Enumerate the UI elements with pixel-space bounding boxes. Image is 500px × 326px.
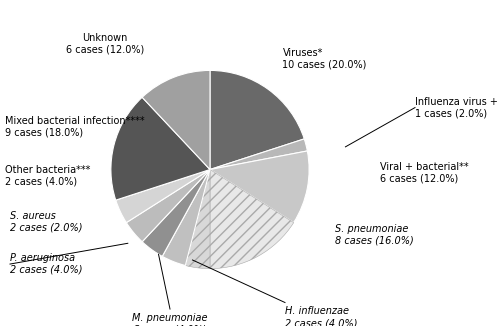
Wedge shape <box>126 170 210 242</box>
Text: Other bacteria***
2 cases (4.0%): Other bacteria*** 2 cases (4.0%) <box>5 165 90 187</box>
Text: S. pneumoniae
8 cases (16.0%): S. pneumoniae 8 cases (16.0%) <box>335 224 414 245</box>
Text: M. pneumoniae
2 cases (4.0%): M. pneumoniae 2 cases (4.0%) <box>132 313 208 326</box>
Wedge shape <box>142 170 210 256</box>
Text: H. influenzae
2 cases (4.0%): H. influenzae 2 cases (4.0%) <box>285 306 358 326</box>
Wedge shape <box>210 139 308 170</box>
Wedge shape <box>210 170 294 269</box>
Text: Unknown
6 cases (12.0%): Unknown 6 cases (12.0%) <box>66 33 144 54</box>
Wedge shape <box>111 97 210 200</box>
Text: Viruses*
10 cases (20.0%): Viruses* 10 cases (20.0%) <box>282 48 367 69</box>
Text: Viral + bacterial**
6 cases (12.0%): Viral + bacterial** 6 cases (12.0%) <box>380 162 468 184</box>
Wedge shape <box>210 70 304 170</box>
Text: Mixed bacterial infection****
9 cases (18.0%): Mixed bacterial infection**** 9 cases (1… <box>5 116 144 138</box>
Text: P. aeruginosa
2 cases (4.0%): P. aeruginosa 2 cases (4.0%) <box>10 253 83 275</box>
Wedge shape <box>210 151 309 223</box>
Text: S. aureus
2 cases (2.0%): S. aureus 2 cases (2.0%) <box>10 211 83 232</box>
Text: Influenza virus + rhinovirus
1 cases (2.0%): Influenza virus + rhinovirus 1 cases (2.… <box>415 97 500 118</box>
Wedge shape <box>186 170 210 269</box>
Wedge shape <box>116 170 210 223</box>
Wedge shape <box>142 70 210 170</box>
Wedge shape <box>162 170 210 265</box>
